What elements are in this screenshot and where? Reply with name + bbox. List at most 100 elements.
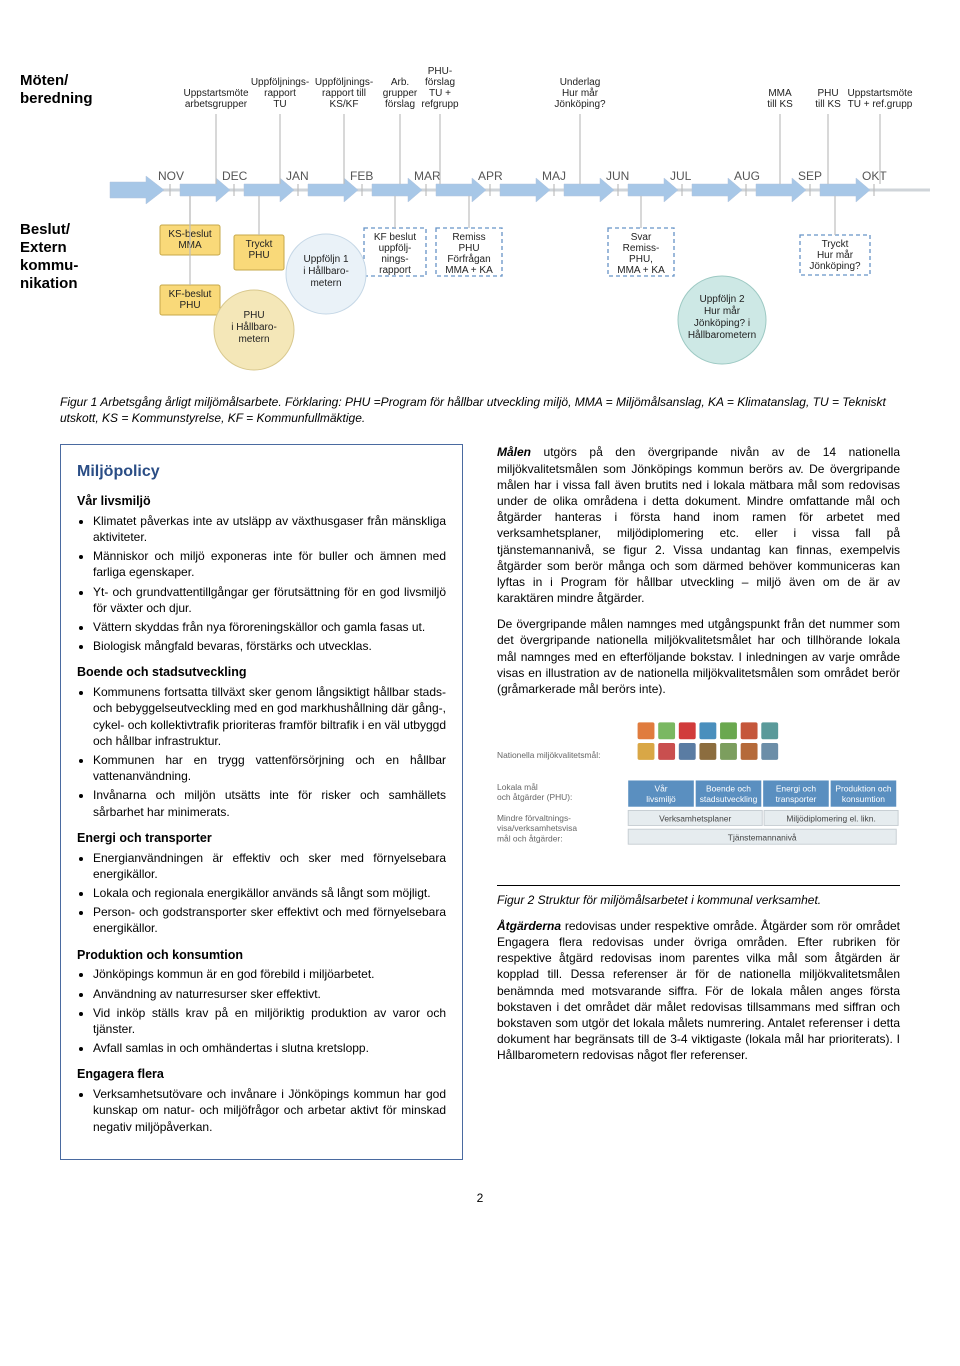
svg-text:visa/verksamhetsvisa: visa/verksamhetsvisa bbox=[497, 823, 577, 833]
policy-item: Kommunens fortsatta tillväxt sker genom … bbox=[93, 684, 446, 749]
svg-text:förslag: förslag bbox=[425, 77, 455, 88]
svg-text:JUL: JUL bbox=[670, 169, 692, 183]
svg-text:till KS: till KS bbox=[767, 99, 793, 110]
svg-text:Hur mår: Hur mår bbox=[817, 249, 854, 261]
svg-text:PHU: PHU bbox=[458, 243, 479, 254]
right-column: Målen utgörs på den övergripande nivån a… bbox=[497, 444, 900, 1159]
timeline-svg: NOVDECJANFEBMARAPRMAJJUNJULAUGSEPOKT Möt… bbox=[10, 10, 950, 380]
svg-text:Jönköping? i: Jönköping? i bbox=[694, 318, 750, 329]
svg-text:uppfölj-: uppfölj- bbox=[379, 243, 412, 254]
policy-section-list: Energianvändningen är effektiv och sker … bbox=[93, 850, 446, 937]
policy-section-heading: Engagera flera bbox=[77, 1066, 446, 1083]
svg-text:JAN: JAN bbox=[286, 169, 309, 183]
svg-text:Uppstartsmöte: Uppstartsmöte bbox=[847, 88, 912, 99]
svg-text:MAJ: MAJ bbox=[542, 169, 566, 183]
svg-text:och åtgärder (PHU):: och åtgärder (PHU): bbox=[497, 792, 572, 802]
policy-section-list: Klimatet påverkas inte av utsläpp av väx… bbox=[93, 513, 446, 655]
svg-text:Tryckt: Tryckt bbox=[246, 239, 273, 250]
policy-section-list: Verksamhetsutövare och invånare i Jönköp… bbox=[93, 1086, 446, 1135]
figure1-caption: Figur 1 Arbetsgång årligt miljömålsarbet… bbox=[60, 394, 900, 426]
svg-text:Beslut/: Beslut/ bbox=[20, 221, 71, 238]
svg-text:PHU: PHU bbox=[817, 88, 838, 99]
svg-text:DEC: DEC bbox=[222, 169, 248, 183]
page-number: 2 bbox=[0, 1180, 960, 1224]
policy-item: Klimatet påverkas inte av utsläpp av väx… bbox=[93, 513, 446, 545]
svg-text:Hur mår: Hur mår bbox=[562, 87, 599, 99]
policy-item: Vid inköp ställs krav på en miljöriktig … bbox=[93, 1005, 446, 1037]
svg-text:Extern: Extern bbox=[20, 239, 67, 256]
policy-item: Människor och miljö exponeras inte för b… bbox=[93, 548, 446, 580]
svg-text:Boende och: Boende och bbox=[706, 784, 751, 794]
svg-text:Uppföljnings-: Uppföljnings- bbox=[315, 77, 373, 88]
right-para-atgarder: Åtgärderna redovisas under respektive om… bbox=[497, 918, 900, 1064]
svg-text:Produktion och: Produktion och bbox=[835, 784, 891, 794]
svg-text:i Hållbaro-: i Hållbaro- bbox=[303, 265, 349, 277]
svg-text:Lokala mål: Lokala mål bbox=[497, 782, 538, 792]
svg-text:refgrupp: refgrupp bbox=[421, 99, 459, 110]
policy-item: Person- och godstransporter sker effekti… bbox=[93, 904, 446, 936]
svg-text:APR: APR bbox=[478, 169, 503, 183]
svg-text:AUG: AUG bbox=[734, 169, 760, 183]
policy-item: Kommunen har en trygg vattenförsörjning … bbox=[93, 752, 446, 784]
svg-text:Mindre förvaltnings-: Mindre förvaltnings- bbox=[497, 813, 571, 823]
svg-text:Hållbarometern: Hållbarometern bbox=[688, 329, 756, 341]
svg-text:rapport till: rapport till bbox=[322, 88, 366, 99]
svg-text:Vår: Vår bbox=[654, 784, 667, 794]
svg-text:Remiss-: Remiss- bbox=[623, 243, 660, 254]
policy-box: Miljöpolicy Vår livsmiljö Klimatet påverk… bbox=[60, 444, 463, 1159]
policy-title: Miljöpolicy bbox=[77, 461, 446, 483]
svg-text:förslag: förslag bbox=[385, 99, 415, 110]
svg-text:SEP: SEP bbox=[798, 169, 822, 183]
figure2-struktur: Nationella miljökvalitetsmål: Lokala mål… bbox=[497, 713, 900, 872]
svg-text:nikation: nikation bbox=[20, 275, 78, 292]
svg-text:NOV: NOV bbox=[158, 169, 184, 183]
figure1-timeline: NOVDECJANFEBMARAPRMAJJUNJULAUGSEPOKT Möt… bbox=[0, 0, 960, 390]
svg-text:livsmiljö: livsmiljö bbox=[646, 794, 676, 804]
svg-text:TU +: TU + bbox=[429, 88, 451, 99]
svg-text:Uppföljn 2: Uppföljn 2 bbox=[699, 294, 744, 305]
svg-text:beredning: beredning bbox=[20, 90, 93, 107]
svg-text:OKT: OKT bbox=[862, 169, 887, 183]
svg-text:TU + ref.grupp: TU + ref.grupp bbox=[848, 99, 913, 110]
policy-item: Jönköpings kommun är en god förebild i m… bbox=[93, 966, 446, 982]
svg-text:Hur mår: Hur mår bbox=[704, 305, 741, 317]
svg-text:Tjänstemannanivå: Tjänstemannanivå bbox=[728, 833, 797, 843]
svg-text:arbetsgrupper: arbetsgrupper bbox=[185, 99, 248, 110]
svg-text:transporter: transporter bbox=[776, 794, 817, 804]
svg-text:KF beslut: KF beslut bbox=[374, 232, 416, 243]
svg-text:Förfrågan: Förfrågan bbox=[447, 253, 490, 265]
svg-text:i Hållbaro-: i Hållbaro- bbox=[231, 321, 277, 333]
svg-text:Energi och: Energi och bbox=[776, 784, 817, 794]
policy-item: Invånarna och miljön utsätts inte för ri… bbox=[93, 787, 446, 819]
svg-text:Arb.: Arb. bbox=[391, 77, 409, 88]
policy-item: Vättern skyddas från nya föroreningskäll… bbox=[93, 619, 446, 635]
svg-text:Möten/: Möten/ bbox=[20, 72, 69, 89]
svg-text:PHU-: PHU- bbox=[428, 66, 452, 77]
svg-text:kommu-: kommu- bbox=[20, 257, 78, 274]
svg-text:PHU: PHU bbox=[248, 250, 269, 261]
svg-text:Uppföljn 1: Uppföljn 1 bbox=[303, 254, 348, 265]
svg-text:MAR: MAR bbox=[414, 169, 441, 183]
svg-text:metern: metern bbox=[238, 334, 269, 345]
svg-text:Uppföljnings-: Uppföljnings- bbox=[251, 77, 309, 88]
policy-item: Energianvändningen är effektiv och sker … bbox=[93, 850, 446, 882]
svg-text:Verksamhetsplaner: Verksamhetsplaner bbox=[659, 814, 731, 824]
svg-text:nings-: nings- bbox=[381, 254, 408, 265]
svg-text:Svar: Svar bbox=[631, 232, 652, 243]
svg-text:FEB: FEB bbox=[350, 169, 373, 183]
svg-text:mål och åtgärder:: mål och åtgärder: bbox=[497, 834, 563, 844]
svg-text:till KS: till KS bbox=[815, 99, 841, 110]
policy-section-list: Jönköpings kommun är en god förebild i m… bbox=[93, 966, 446, 1056]
svg-text:Nationella miljökvalitetsmål:: Nationella miljökvalitetsmål: bbox=[497, 750, 600, 760]
svg-text:Uppstartsmöte: Uppstartsmöte bbox=[183, 88, 248, 99]
policy-item: Verksamhetsutövare och invånare i Jönköp… bbox=[93, 1086, 446, 1135]
right-para-malen: Målen utgörs på den övergripande nivån a… bbox=[497, 444, 900, 606]
svg-text:rapport: rapport bbox=[379, 265, 411, 276]
policy-item: Yt- och grundvattentillgångar ger föruts… bbox=[93, 584, 446, 616]
svg-text:rapport: rapport bbox=[264, 88, 296, 99]
policy-section-heading: Vår livsmiljö bbox=[77, 493, 446, 510]
figure2-caption: Figur 2 Struktur för miljömålsarbetet i … bbox=[497, 892, 900, 908]
svg-text:KS/KF: KS/KF bbox=[330, 99, 359, 110]
policy-section-heading: Produktion och konsumtion bbox=[77, 947, 446, 964]
policy-section-heading: Boende och stadsutveckling bbox=[77, 664, 446, 681]
